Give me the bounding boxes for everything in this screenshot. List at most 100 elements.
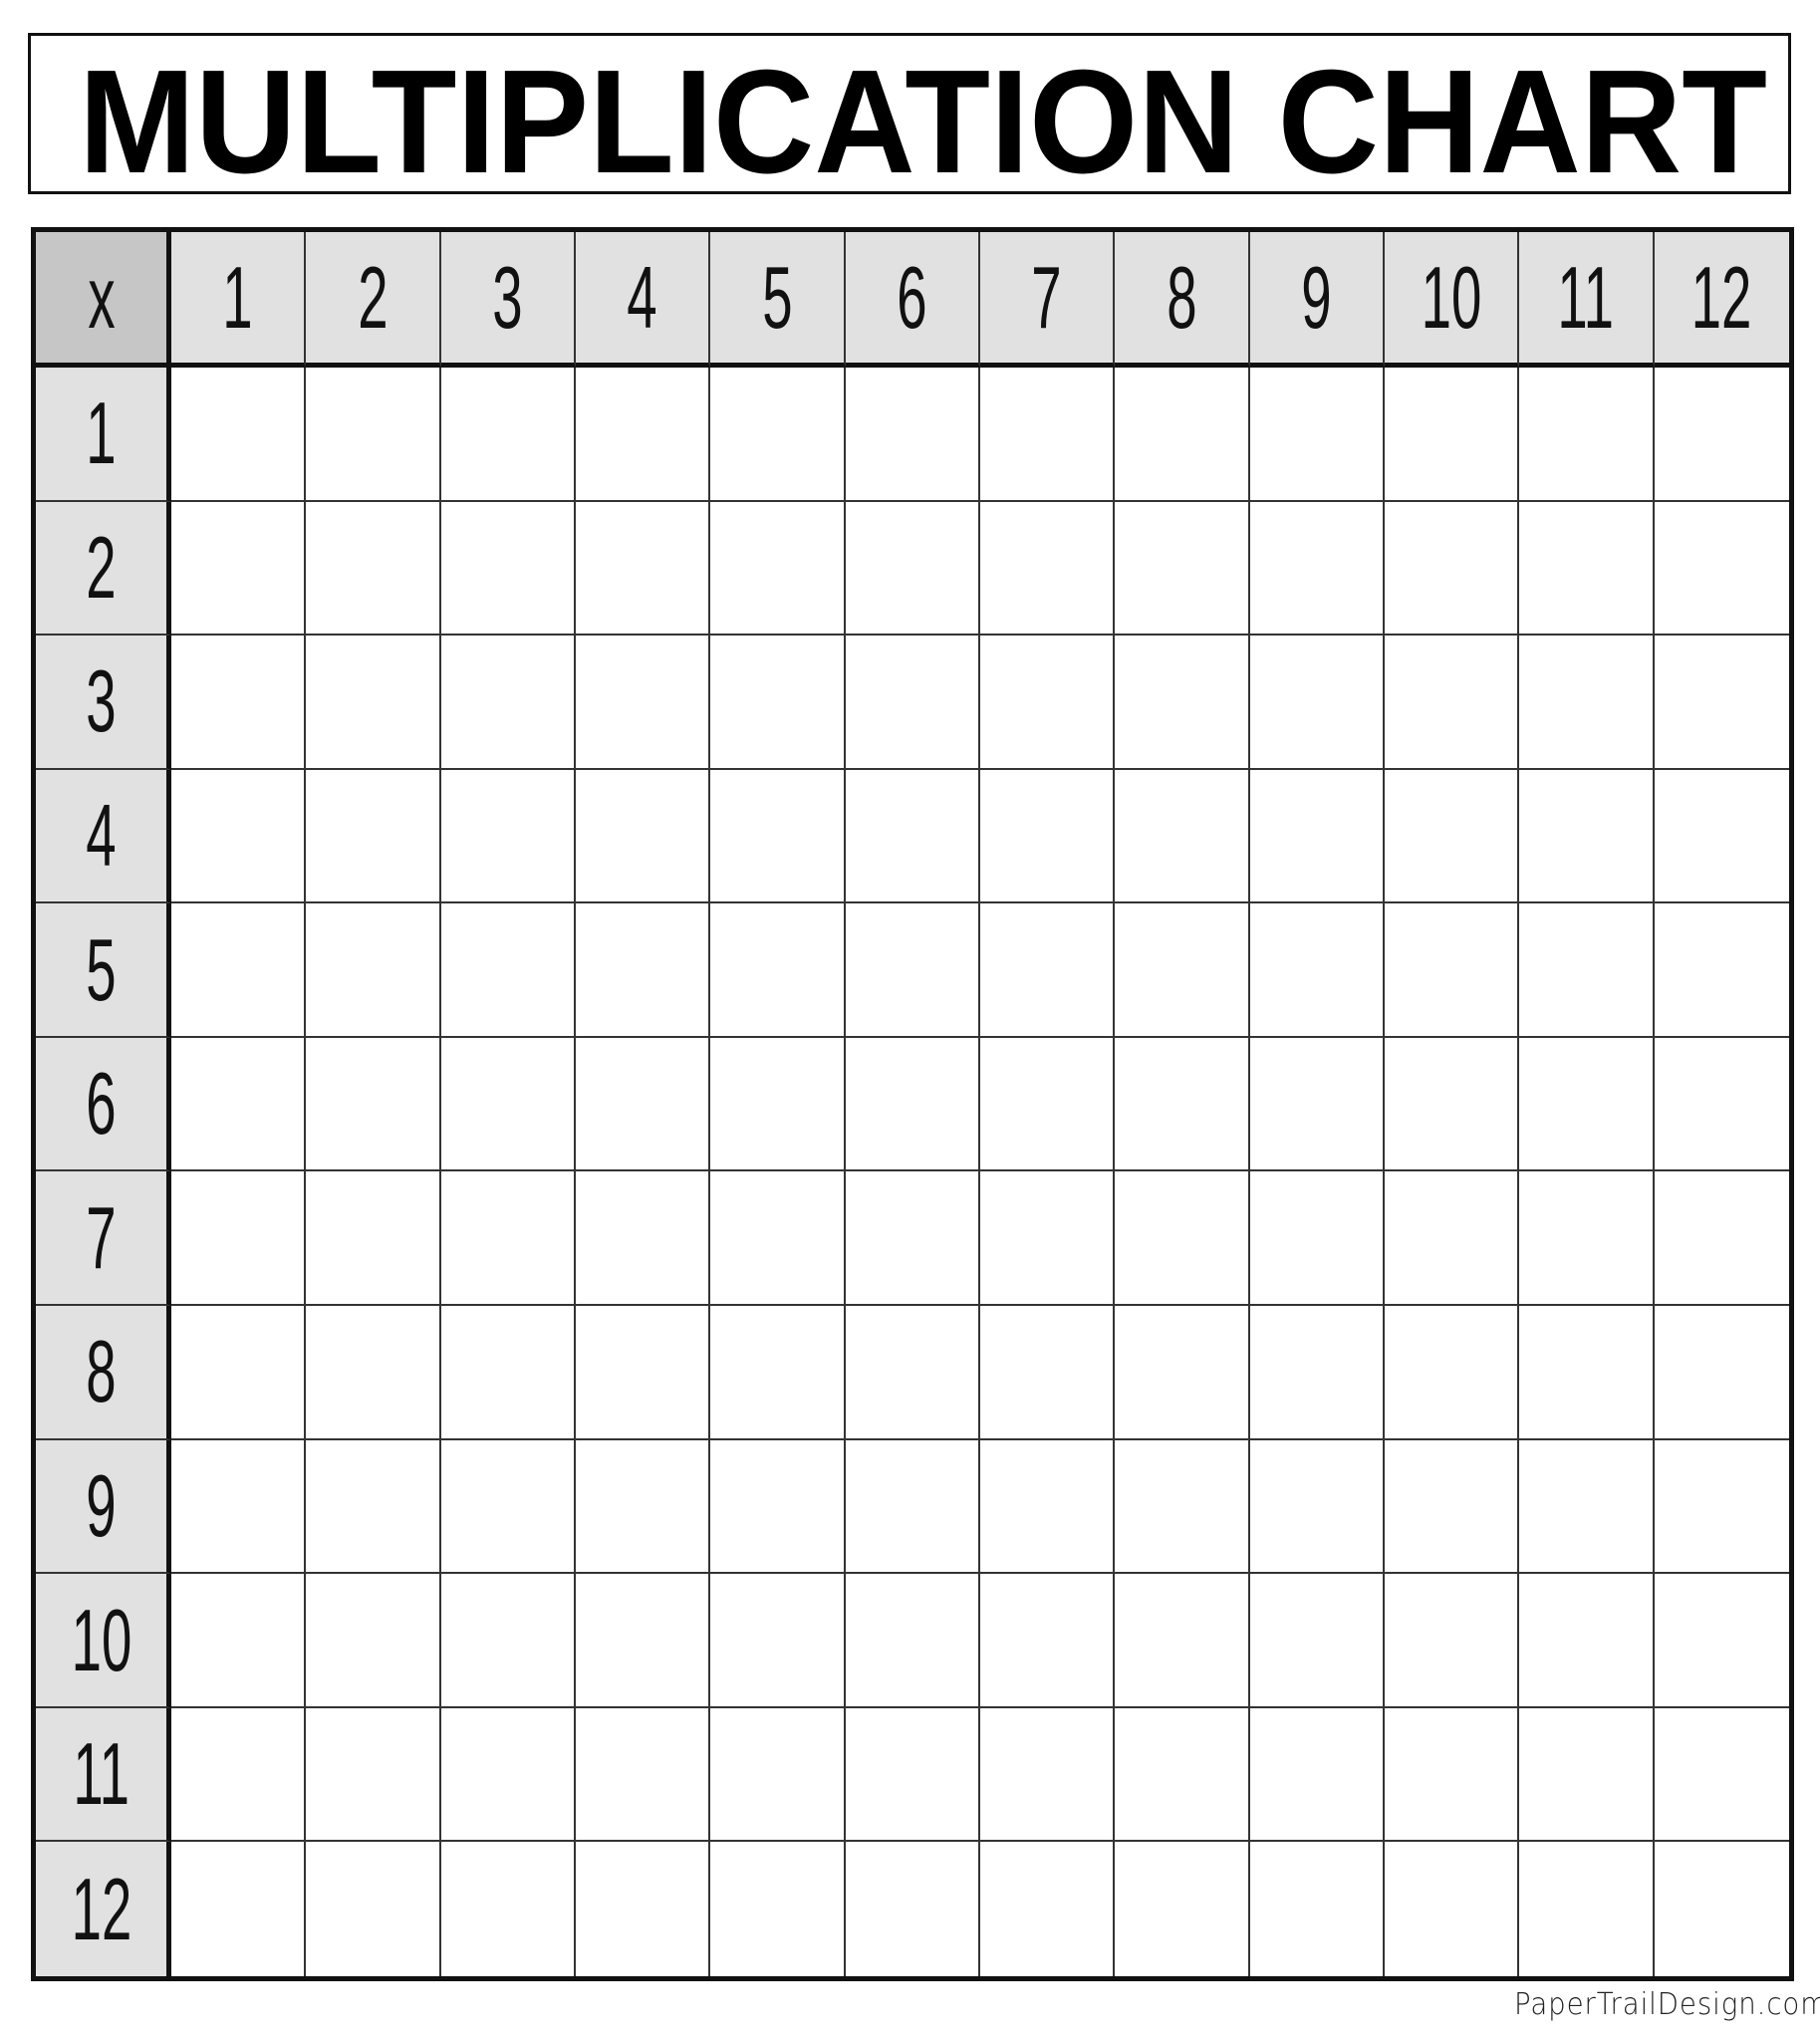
row-header-label: 8 [86, 1322, 117, 1421]
answer-cell [979, 1574, 1116, 1708]
row-header-label: 7 [86, 1187, 117, 1287]
answer-cell [440, 1306, 576, 1440]
column-header: 12 [1654, 232, 1789, 368]
answer-cell [1519, 636, 1655, 770]
answer-cell [1654, 1708, 1789, 1843]
answer-cell [710, 636, 846, 770]
answer-cell [710, 1842, 846, 1976]
row-header-label: 2 [86, 517, 117, 617]
answer-cell [979, 1306, 1116, 1440]
answer-cell [710, 1171, 846, 1307]
column-header-label: 1 [222, 247, 253, 347]
answer-cell [979, 368, 1116, 502]
answer-cell [1519, 1842, 1655, 1976]
answer-cell [1249, 368, 1385, 502]
answer-cell [440, 1037, 576, 1172]
answer-cell [1249, 1037, 1385, 1172]
answer-cell [440, 903, 576, 1038]
row-header-label: 9 [86, 1455, 117, 1555]
column-header-label: 2 [357, 247, 389, 347]
answer-cell [306, 1171, 441, 1307]
answer-cell [1519, 1306, 1655, 1440]
answer-cell [171, 1306, 307, 1440]
answer-cell [1249, 1171, 1385, 1307]
answer-cell [306, 1574, 441, 1708]
answer-cell [1115, 769, 1250, 904]
row-header: 9 [36, 1439, 171, 1575]
column-header-label: 7 [1031, 247, 1062, 347]
answer-cell [979, 501, 1116, 637]
answer-cell [1115, 903, 1250, 1038]
answer-cell [1115, 1037, 1250, 1172]
row-header-label: 10 [71, 1590, 131, 1689]
column-header: 1 [171, 232, 307, 368]
answer-cell [979, 903, 1116, 1038]
answer-cell [576, 1842, 711, 1976]
corner-cell: x [36, 232, 171, 368]
answer-cell [1519, 1037, 1655, 1172]
answer-cell [1519, 501, 1655, 637]
answer-cell [440, 1707, 576, 1843]
answer-cell [710, 1574, 846, 1708]
answer-cell [306, 501, 441, 637]
answer-cell [1519, 1171, 1655, 1307]
answer-cell [440, 1574, 576, 1708]
page-title: MULTIPLICATION CHART [79, 40, 1767, 191]
answer-cell [845, 1171, 980, 1307]
answer-cell [440, 1439, 576, 1575]
answer-cell [710, 769, 846, 904]
answer-cell [1249, 903, 1385, 1038]
answer-cell [440, 769, 576, 904]
row-header: 3 [36, 636, 171, 770]
answer-cell [710, 1439, 846, 1575]
row-header: 8 [36, 1306, 171, 1440]
answer-cell [710, 501, 846, 637]
column-header-label: 10 [1421, 247, 1481, 347]
answer-cell [1115, 501, 1250, 637]
answer-cell [171, 1842, 307, 1976]
column-header: 3 [440, 232, 576, 368]
answer-cell [1519, 1574, 1655, 1708]
answer-cell [171, 1707, 307, 1843]
answer-cell [575, 368, 711, 502]
column-header: 6 [845, 232, 980, 368]
answer-cell [171, 769, 307, 904]
answer-cell [1250, 1842, 1385, 1976]
answer-cell [979, 1439, 1116, 1575]
answer-cell [845, 1306, 980, 1440]
answer-cell [846, 1842, 980, 1976]
answer-cell [1654, 1574, 1789, 1708]
answer-cell [979, 636, 1116, 770]
answer-cell [1249, 769, 1385, 904]
answer-cell [575, 1707, 711, 1843]
answer-cell [171, 368, 307, 502]
answer-cell [171, 1439, 307, 1575]
row-header-label: 5 [86, 919, 117, 1019]
answer-cell [845, 636, 980, 770]
answer-cell [1115, 1707, 1250, 1843]
column-header-label: 4 [627, 247, 657, 347]
row-header: 1 [36, 368, 171, 502]
answer-cell [710, 903, 846, 1038]
row-header-label: 11 [73, 1724, 130, 1824]
answer-cell [710, 1707, 846, 1843]
answer-cell [1519, 769, 1655, 904]
row-header-label: 4 [86, 786, 117, 886]
answer-cell [306, 1037, 441, 1172]
answer-cell [306, 1439, 441, 1575]
answer-cell [1384, 1171, 1520, 1307]
answer-cell [710, 1037, 846, 1172]
row-header: 12 [36, 1842, 171, 1976]
answer-cell [575, 1306, 711, 1440]
row-header-label: 6 [86, 1054, 117, 1153]
title-box: MULTIPLICATION CHART [28, 33, 1791, 194]
column-header: 5 [710, 232, 846, 368]
answer-cell [845, 1707, 980, 1843]
answer-cell [1384, 1306, 1520, 1440]
answer-cell [575, 1037, 711, 1172]
answer-cell [575, 636, 711, 770]
answer-cell [1115, 1439, 1250, 1575]
answer-cell [1115, 636, 1250, 770]
answer-cell [1654, 368, 1789, 502]
row-header: 5 [36, 903, 171, 1038]
